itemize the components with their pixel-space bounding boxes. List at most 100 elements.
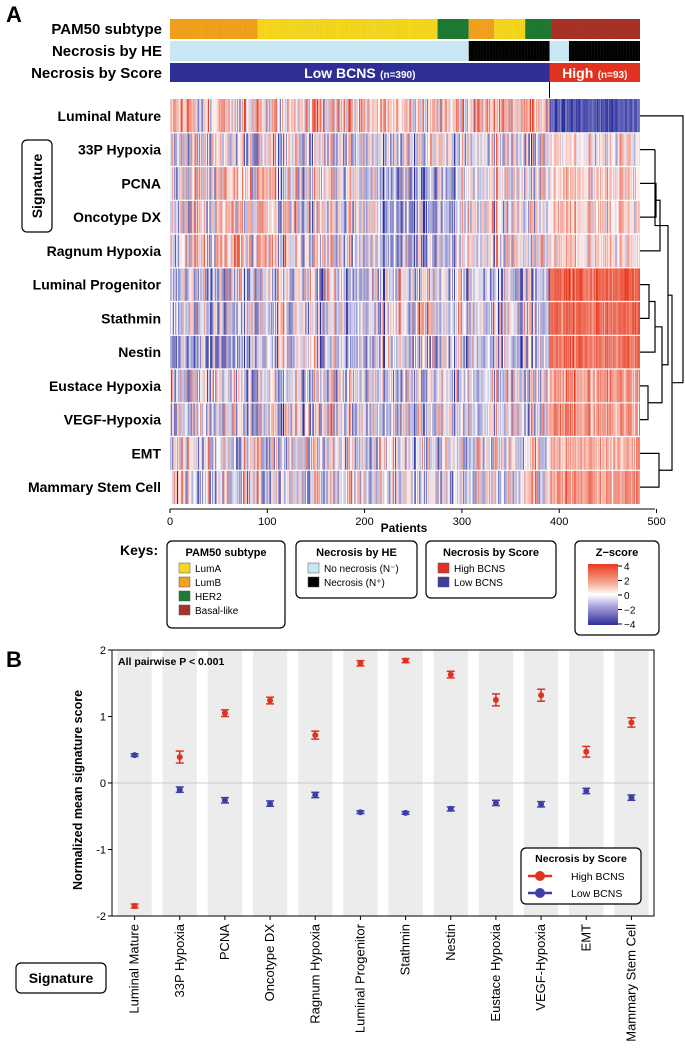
he-stripe: [623, 41, 625, 61]
he-stripe: [544, 41, 546, 61]
key-box: [425, 540, 557, 599]
dendrogram-branch: [640, 115, 684, 384]
low-bcns-point: [220, 796, 229, 804]
dendrogram-branch: [640, 182, 657, 218]
x-tick-label: Luminal Mature: [127, 924, 142, 1014]
he-stripe: [474, 41, 476, 61]
he-segment: [549, 41, 569, 61]
legend-label: High BCNS: [571, 871, 625, 883]
zscore-tick-label: −4: [624, 620, 636, 631]
key-group-title: Necrosis by Score: [443, 547, 539, 559]
he-stripe: [532, 41, 534, 61]
heatmap-row-label: Ragnum Hypoxia: [47, 243, 162, 259]
pam50-segment: [494, 19, 526, 39]
heatmap: [170, 99, 640, 504]
pam50-segment: [468, 19, 495, 39]
pam50-segment: [525, 19, 552, 39]
zscore-tick-label: 0: [624, 591, 630, 602]
he-stripe: [547, 41, 549, 61]
key-swatch: [437, 576, 450, 588]
high-bcns-point: [537, 688, 546, 702]
heatmap-row-label: Oncotype DX: [73, 209, 162, 225]
he-stripe: [588, 41, 590, 61]
heatmap-x-tick-label: 400: [550, 516, 568, 528]
heatmap-row-label: 33P Hypoxia: [78, 142, 161, 158]
x-tick-label: Eustace Hypoxia: [488, 923, 503, 1021]
he-stripe: [605, 41, 607, 61]
key-group-title: Necrosis by HE: [316, 547, 397, 559]
low-bcns-point: [537, 800, 546, 808]
he-stripe: [576, 41, 578, 61]
low-bcns-point: [356, 809, 365, 816]
zscore-tick-label: 4: [624, 562, 630, 573]
y-tick-label: 1: [100, 712, 106, 724]
he-stripe: [483, 41, 484, 61]
high-bcns-point: [356, 659, 365, 667]
he-stripe: [570, 41, 572, 61]
zscore-tick-label: 2: [624, 577, 630, 588]
key-item-label: High BCNS: [454, 564, 505, 575]
y-tick-label: 2: [100, 645, 106, 657]
heatmap-row-label: Mammary Stem Cell: [28, 479, 161, 495]
key-swatch: [437, 562, 450, 574]
signature-axis-box: Signature: [21, 139, 53, 233]
he-stripe: [477, 41, 479, 61]
he-stripe: [573, 41, 575, 61]
heatmap-x-tick-label: 300: [453, 516, 471, 528]
low-bcns-point: [582, 787, 591, 795]
he-stripe: [635, 41, 636, 61]
zscore-colorbar: [588, 564, 618, 625]
heatmap-row-labels: Luminal Mature 33P Hypoxia PCNA Oncotype DX…: [28, 108, 162, 495]
he-stripe: [495, 41, 496, 61]
key-item-label: LumB: [195, 578, 221, 589]
x-tick-label: Luminal Progenitor: [352, 923, 367, 1033]
x-tick-label: PCNA: [217, 924, 232, 960]
keys-legend: PAM50 subtype LumA LumB HER2 Basal-like Necro…: [166, 540, 557, 629]
he-stripe: [600, 41, 601, 61]
he-stripe: [614, 41, 616, 61]
x-tick-label: Ragnum Hypoxia: [307, 923, 322, 1023]
x-tick-label: Oncotype DX: [262, 924, 277, 1002]
he-stripe: [527, 41, 528, 61]
he-stripe: [579, 41, 581, 61]
x-tick-label: Stathmin: [398, 924, 413, 975]
low-bcns-point: [627, 794, 636, 802]
dendrogram-branch: [654, 149, 660, 227]
low-bcns-point: [266, 800, 275, 808]
track-labels: PAM50 subtype Necrosis by HE Necrosis by…: [31, 21, 162, 82]
heatmap-row-label: Luminal Mature: [58, 108, 162, 124]
dendrogram-branch: [640, 385, 649, 421]
pam50-track: [170, 19, 640, 39]
y-axis-title: Normalized mean signature score: [71, 690, 85, 890]
heatmap-x-tick-label: 100: [258, 516, 276, 528]
heatmap-row-label: Eustace Hypoxia: [49, 378, 161, 394]
heatmap-x-tick-label: 200: [355, 516, 373, 528]
heatmap-row-label: Luminal Progenitor: [33, 277, 162, 293]
he-segment: [170, 41, 469, 61]
row-dendrogram: [640, 115, 684, 488]
low-bcns-point: [175, 786, 184, 794]
keys-title: Keys:: [120, 542, 158, 558]
key-swatch: [178, 590, 191, 602]
he-segment: [468, 41, 550, 61]
signature-x-box: Signature: [15, 962, 107, 994]
low-bcns-point: [130, 752, 139, 759]
high-bcns-point: [220, 709, 229, 718]
he-stripe: [585, 41, 587, 61]
key-item-label: Low BCNS: [454, 578, 503, 589]
necrosis-he-track: [170, 41, 640, 61]
low-bcns-point: [446, 805, 455, 812]
legend-label: Low BCNS: [571, 888, 622, 900]
pam50-segment: [257, 19, 438, 39]
key-item-label: Necrosis (N⁺): [324, 578, 385, 589]
signature-axis-label: Signature: [29, 154, 45, 219]
he-stripe: [521, 41, 522, 61]
he-stripe: [524, 41, 525, 61]
dendrogram-branch: [660, 224, 669, 366]
key-group-title: PAM50 subtype: [185, 547, 266, 559]
y-tick-label: -1: [96, 845, 106, 857]
he-stripe: [611, 41, 613, 61]
pam50-segment: [437, 19, 469, 39]
pvalue-annotation: All pairwise P < 0.001: [118, 656, 224, 668]
